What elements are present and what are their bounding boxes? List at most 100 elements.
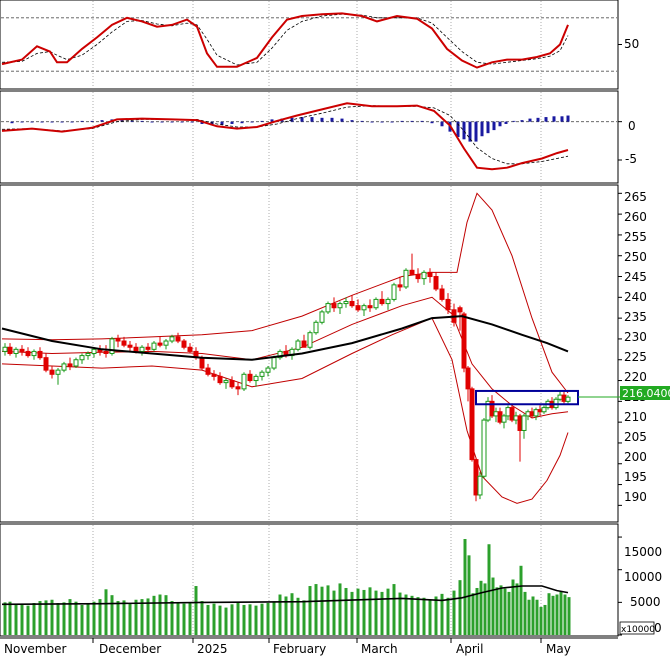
candle-body xyxy=(501,415,507,423)
price-tick-label: 205 xyxy=(624,430,647,444)
volume-bar xyxy=(440,593,444,635)
macd-histogram-bar xyxy=(350,120,354,122)
macd-histogram-bar xyxy=(60,121,64,123)
volume-bar xyxy=(62,602,66,635)
volume-bar xyxy=(110,595,114,635)
candle-body xyxy=(103,350,109,354)
macd-histogram-bar xyxy=(270,119,274,122)
candle-body xyxy=(259,371,265,377)
volume-bar xyxy=(284,596,288,635)
macd-histogram-bar xyxy=(250,121,254,123)
candle-body xyxy=(31,350,37,357)
volume-bar xyxy=(74,601,78,635)
volume-bar xyxy=(515,583,519,635)
price-tick-label: 235 xyxy=(624,310,647,324)
volume-bar xyxy=(362,589,366,635)
candle-body xyxy=(79,355,85,361)
volume-bar xyxy=(194,586,198,635)
volume-bar xyxy=(356,588,360,635)
volume-bar xyxy=(146,598,150,635)
x-month-label: 2025 xyxy=(197,642,228,656)
candle-body xyxy=(521,415,527,431)
candle-body xyxy=(361,305,367,311)
volume-bar xyxy=(260,603,264,635)
candle-body xyxy=(181,340,187,348)
volume-bar xyxy=(392,584,396,635)
price-panel xyxy=(1,192,620,504)
macd-histogram-bar xyxy=(340,118,344,122)
volume-bar xyxy=(332,590,336,635)
volume-bar xyxy=(422,597,426,635)
candle-body xyxy=(151,342,157,350)
volume-bar xyxy=(182,603,186,635)
candle-body xyxy=(19,348,25,352)
volume-bar xyxy=(68,599,72,635)
macd-histogram-bar xyxy=(528,118,532,122)
volume-bar xyxy=(350,591,354,635)
volume-bar xyxy=(458,580,462,635)
candle-body xyxy=(415,273,421,280)
macd-histogram-bar xyxy=(170,121,174,123)
x-month-label: December xyxy=(99,642,161,656)
candle-body xyxy=(349,300,355,307)
candle-body xyxy=(253,375,259,382)
volume-bar xyxy=(416,597,420,635)
volume-bar xyxy=(290,593,294,635)
candle-body xyxy=(427,271,433,278)
volume-bar xyxy=(499,585,503,635)
volume-unit-box xyxy=(619,621,655,635)
candle-body xyxy=(187,346,193,352)
volume-bar xyxy=(122,600,126,635)
macd-histogram-bar xyxy=(150,121,154,123)
macd-histogram-bar xyxy=(130,120,134,122)
volume-bar xyxy=(158,594,162,635)
price-tick-label: 260 xyxy=(624,210,647,224)
volume-bar xyxy=(326,585,330,635)
candle-body xyxy=(343,300,349,305)
candle-body xyxy=(489,400,495,417)
volume-bar xyxy=(266,603,270,635)
volume-bar xyxy=(314,584,318,635)
macd-histogram-bar xyxy=(190,121,194,123)
volume-bar xyxy=(224,607,228,635)
volume-bar xyxy=(495,587,499,635)
price-tick-label: 225 xyxy=(624,350,647,364)
volume-bar xyxy=(242,604,246,635)
candle-body xyxy=(433,276,439,290)
volume-bar xyxy=(206,604,210,635)
macd-histogram-bar xyxy=(536,117,540,122)
volume-bar xyxy=(475,587,479,635)
volume-bar xyxy=(38,601,42,635)
candle-body xyxy=(61,363,67,371)
volume-bar xyxy=(511,579,515,635)
macd-histogram-bar xyxy=(160,121,164,123)
macd-histogram-bar xyxy=(30,121,34,123)
price-tick-label: 190 xyxy=(624,490,647,504)
volume-bar xyxy=(487,544,491,635)
macd-histogram-bar xyxy=(330,117,334,122)
x-month-label: February xyxy=(273,642,326,656)
candle-body xyxy=(37,350,43,359)
macd-histogram-bar xyxy=(474,121,478,142)
axes xyxy=(0,44,622,643)
volume-bar xyxy=(539,606,543,635)
volume-bar xyxy=(308,586,312,635)
candle-body xyxy=(139,346,145,352)
macd-histogram-bar xyxy=(40,121,44,123)
candle-body xyxy=(355,305,361,311)
volume-bar xyxy=(368,587,372,635)
macd-histogram-bar xyxy=(492,121,496,131)
volume-panel xyxy=(1,539,571,635)
macd-histogram-bar xyxy=(320,117,324,122)
volume-tick-label: 15000 xyxy=(624,545,662,559)
volume-bar xyxy=(98,599,102,635)
candle-body xyxy=(109,338,115,354)
candle-body xyxy=(49,369,55,375)
volume-bar xyxy=(116,601,120,635)
price-panel-frame xyxy=(0,184,619,523)
macd-histogram-bar xyxy=(240,121,244,124)
x-month-label: April xyxy=(456,642,483,656)
volume-bar xyxy=(531,596,535,635)
macd-histogram-bar xyxy=(100,120,104,122)
